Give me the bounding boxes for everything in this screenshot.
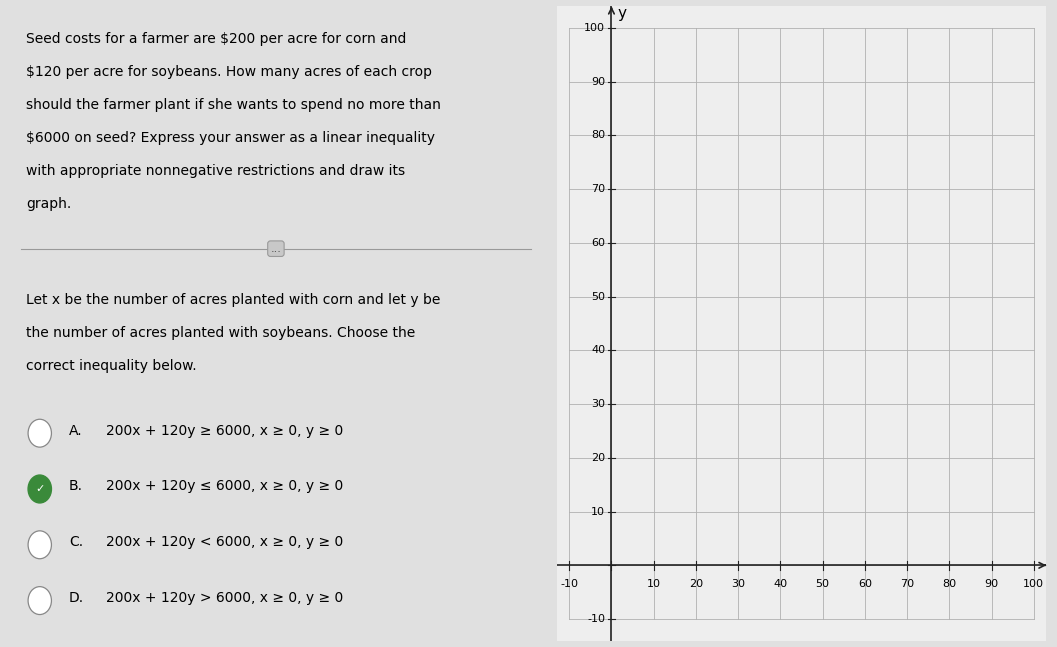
Text: D.: D.	[69, 591, 85, 605]
Text: Let x be the number of acres planted with corn and let y be: Let x be the number of acres planted wit…	[26, 293, 441, 307]
Circle shape	[29, 587, 52, 615]
Text: 50: 50	[816, 578, 830, 589]
Text: -10: -10	[587, 614, 605, 624]
Text: ✓: ✓	[35, 484, 44, 494]
Text: 20: 20	[591, 453, 605, 463]
Text: C.: C.	[69, 535, 84, 549]
Text: 40: 40	[774, 578, 787, 589]
Text: 70: 70	[900, 578, 914, 589]
Text: 60: 60	[858, 578, 872, 589]
Text: 20: 20	[689, 578, 703, 589]
Text: B.: B.	[69, 479, 82, 494]
Text: -10: -10	[560, 578, 578, 589]
Text: 10: 10	[591, 507, 605, 516]
Text: $6000 on seed? Express your answer as a linear inequality: $6000 on seed? Express your answer as a …	[26, 131, 435, 145]
Circle shape	[29, 475, 52, 503]
Text: 30: 30	[591, 399, 605, 409]
Text: $120 per acre for soybeans. How many acres of each crop: $120 per acre for soybeans. How many acr…	[26, 65, 432, 79]
Text: 60: 60	[591, 238, 605, 248]
Text: 50: 50	[591, 292, 605, 302]
Text: 80: 80	[591, 131, 605, 140]
Text: 90: 90	[591, 77, 605, 87]
Text: 200x + 120y ≤ 6000, x ≥ 0, y ≥ 0: 200x + 120y ≤ 6000, x ≥ 0, y ≥ 0	[106, 479, 344, 494]
Text: 40: 40	[591, 345, 605, 355]
Text: correct inequality below.: correct inequality below.	[26, 359, 197, 373]
Text: the number of acres planted with soybeans. Choose the: the number of acres planted with soybean…	[26, 326, 415, 340]
Text: 200x + 120y ≥ 6000, x ≥ 0, y ≥ 0: 200x + 120y ≥ 6000, x ≥ 0, y ≥ 0	[106, 424, 344, 437]
Text: with appropriate nonnegative restrictions and draw its: with appropriate nonnegative restriction…	[26, 164, 406, 178]
Circle shape	[29, 419, 52, 447]
Circle shape	[29, 531, 52, 559]
Text: graph.: graph.	[26, 197, 72, 211]
Text: 30: 30	[731, 578, 745, 589]
Text: y: y	[617, 6, 627, 21]
Text: Seed costs for a farmer are $200 per acre for corn and: Seed costs for a farmer are $200 per acr…	[26, 32, 407, 46]
Text: 80: 80	[942, 578, 957, 589]
Text: 10: 10	[647, 578, 661, 589]
Text: 90: 90	[984, 578, 999, 589]
Text: ...: ...	[271, 244, 281, 254]
Text: 70: 70	[591, 184, 605, 194]
Text: 200x + 120y < 6000, x ≥ 0, y ≥ 0: 200x + 120y < 6000, x ≥ 0, y ≥ 0	[106, 535, 344, 549]
Text: 100: 100	[1023, 578, 1044, 589]
Text: 200x + 120y > 6000, x ≥ 0, y ≥ 0: 200x + 120y > 6000, x ≥ 0, y ≥ 0	[106, 591, 344, 605]
Text: should the farmer plant if she wants to spend no more than: should the farmer plant if she wants to …	[26, 98, 442, 112]
Text: 100: 100	[585, 23, 605, 33]
Text: A.: A.	[69, 424, 82, 437]
